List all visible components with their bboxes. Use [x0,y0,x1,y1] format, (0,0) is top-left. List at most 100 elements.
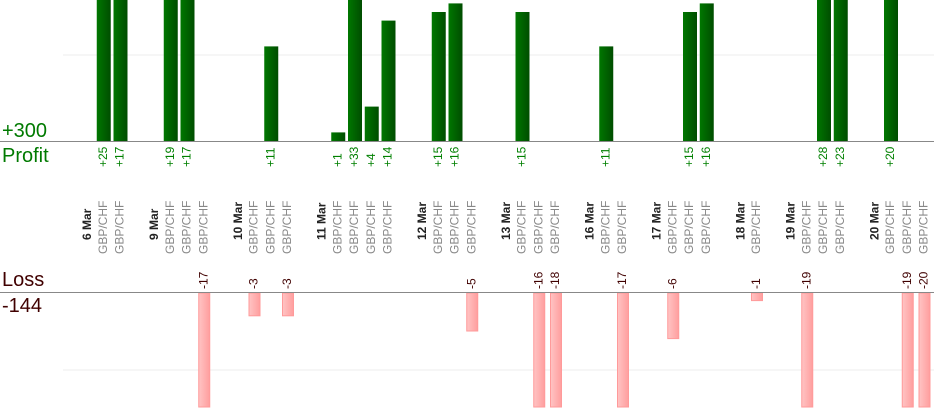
loss-bar [918,292,931,408]
pair-label: GBP/CHF [816,201,830,254]
pair-label: GBP/CHF [263,201,277,254]
date-label: 6 Mar [80,208,94,240]
loss-value-label: -3 [247,278,261,289]
date-label: 10 Mar [231,202,245,240]
profit-bar [264,46,279,141]
profit-bar [381,20,396,142]
profit-value-label: +19 [163,146,177,167]
loss-bar [617,292,629,408]
profit-value-label: +28 [816,146,830,167]
pair-label: GBP/CHF [615,201,629,254]
loss-value-label: -20 [917,271,931,289]
pair-label: GBP/CHF [448,201,462,254]
profit-axis-title: Profit [2,145,49,167]
profit-bar [331,132,346,141]
loss-value-label: -6 [665,278,679,289]
pair-label: GBP/CHF [883,201,897,254]
pair-label: GBP/CHF [699,201,713,254]
loss-bar [198,292,211,408]
profit-bar [180,0,195,141]
profit-value-label: +25 [96,146,110,167]
pair-label: GBP/CHF [665,201,679,254]
date-label: 19 Mar [784,202,798,240]
profit-bar [599,46,614,141]
pair-label: GBP/CHF [330,201,344,254]
pair-label: GBP/CHF [196,201,210,254]
loss-value-label: -16 [531,271,545,289]
pair-label: GBP/CHF [96,201,110,254]
profit-value-label: +14 [381,146,395,167]
profit-value-label: +11 [263,147,277,167]
profit-bar [817,0,831,141]
loss-bar [466,292,479,332]
profit-value-label: +16 [699,146,713,167]
profit-value-label: +23 [833,146,847,167]
pair-label: GBP/CHF [180,201,194,254]
profit-value-label: +20 [883,146,897,167]
pair-label: GBP/CHF [531,201,545,254]
profit-value-label: +16 [448,146,462,167]
loss-bar [248,292,261,317]
loss-value-label: -17 [615,271,629,289]
date-label: 9 Mar [147,208,161,240]
loss-value-label: -19 [900,271,914,289]
date-label: 20 Mar [867,202,881,240]
profit-value-label: +15 [431,146,445,167]
loss-bar [801,292,814,408]
profit-bar [884,0,898,141]
profit-value-label: +17 [180,146,194,167]
date-label: 11 Mar [315,202,329,240]
loss-value-label: -19 [799,271,813,289]
pair-label: GBP/CHF [833,201,847,254]
profit-value-label: +15 [682,146,696,167]
pair-label: GBP/CHF [917,201,931,254]
profit-bar [431,12,446,141]
profit-bar [348,0,362,141]
profit-value-label: +1 [330,153,344,167]
pair-label: GBP/CHF [280,201,294,254]
pair-label: GBP/CHF [682,201,696,254]
date-label: 18 Mar [733,202,747,240]
loss-bar [751,292,763,302]
profit-value-label: +33 [347,146,361,167]
pair-label: GBP/CHF [163,201,177,254]
loss-bar [533,292,546,408]
pair-label: GBP/CHF [431,201,445,254]
profit-bar [364,106,379,141]
pair-label: GBP/CHF [900,201,914,254]
pair-label: GBP/CHF [799,201,813,254]
pair-label: GBP/CHF [113,201,127,254]
pair-label: GBP/CHF [247,201,261,254]
loss-value-label: -1 [749,278,763,289]
profit-bar [515,12,530,141]
loss-bar [667,292,680,340]
pair-label: GBP/CHF [364,201,378,254]
loss-bar [282,292,294,317]
profit-bar [699,3,714,142]
date-label: 16 Mar [583,202,597,240]
loss-axis-title: Loss [2,269,45,291]
profit-bar [163,0,178,141]
date-label: 12 Mar [415,202,429,240]
profit-value-label: +11 [598,147,612,167]
profit-value-label: +4 [364,153,378,167]
pair-label: GBP/CHF [749,201,763,254]
profit-bar [833,0,848,141]
loss-max-label: -144 [2,295,43,317]
pair-label: GBP/CHF [347,201,361,254]
loss-bar [550,292,562,408]
pair-label: GBP/CHF [515,201,529,254]
pair-label: GBP/CHF [598,201,612,254]
date-label: 13 Mar [499,202,513,240]
loss-value-label: -17 [196,271,210,289]
date-label: 17 Mar [650,202,664,240]
profit-bar [448,3,463,142]
profit-bar [113,0,128,141]
pair-label: GBP/CHF [548,201,562,254]
profit-bar [683,12,697,141]
profit-bar [96,0,111,141]
profit-max-label: +300 [2,120,48,142]
profit-value-label: +17 [113,146,127,167]
profit-value-label: +15 [515,146,529,167]
